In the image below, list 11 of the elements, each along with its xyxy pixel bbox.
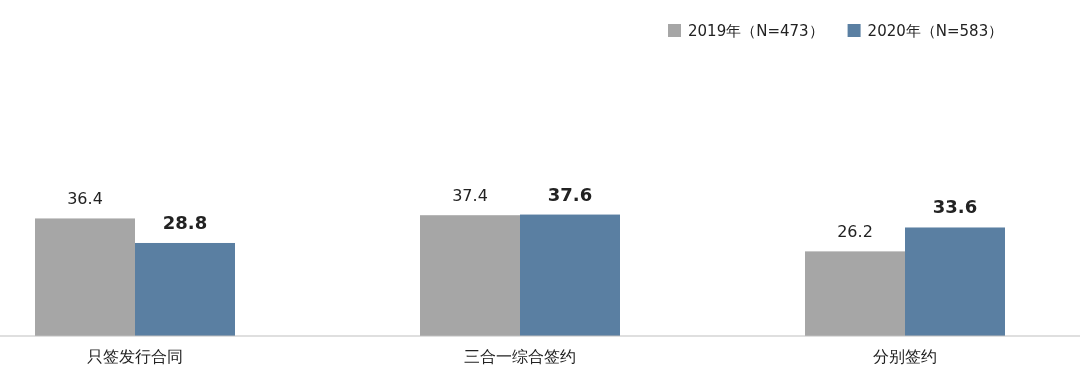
x-tick-label: 三合一综合签约 bbox=[464, 347, 576, 366]
data-label: 36.4 bbox=[67, 189, 103, 209]
data-label: 28.8 bbox=[162, 211, 208, 233]
data-label: 37.4 bbox=[452, 186, 488, 206]
x-tick-label: 只签发行合同 bbox=[87, 347, 183, 366]
data-label: 33.6 bbox=[932, 196, 978, 218]
x-tick-label: 分别签约 bbox=[873, 347, 937, 366]
data-label: 37.6 bbox=[547, 183, 593, 205]
legend-label: 2019年（N=473） bbox=[688, 22, 824, 40]
data-label: 26.2 bbox=[837, 222, 873, 242]
legend-label: 2020年（N=583） bbox=[867, 22, 1004, 40]
